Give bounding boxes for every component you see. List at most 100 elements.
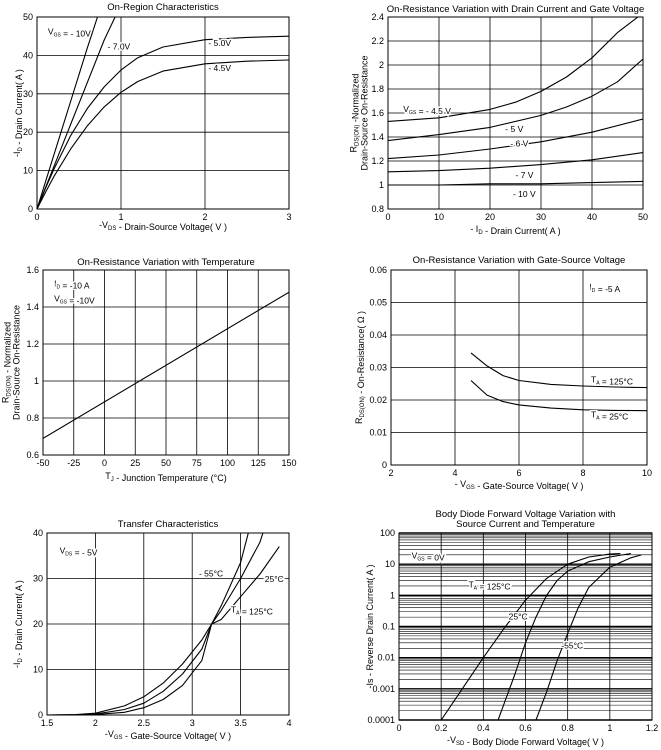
y-tick-label: 20 <box>23 127 33 137</box>
x-tick-label: 3 <box>286 212 291 222</box>
plot-frame <box>398 532 653 721</box>
y-axis-label: RDS(ON) - Normalized <box>1 322 13 403</box>
x-axis-label: -VSD - Body Diode Forward Voltage( V ) <box>447 735 604 747</box>
annotation-label: TA = 125°C <box>469 579 511 591</box>
x-tick-label: 1 <box>607 723 612 733</box>
chart-title: On-Resistance Variation with Temperature <box>77 257 255 268</box>
x-tick-label: 25 <box>130 458 140 468</box>
plot-frame <box>46 532 290 716</box>
y-tick-label: 0.05 <box>369 298 387 308</box>
y-tick-label: 1 <box>379 180 384 190</box>
annotation-label: - 6 V <box>510 139 528 149</box>
x-tick-label: 1 <box>118 212 123 222</box>
x-tick-label: 75 <box>192 458 202 468</box>
x-tick-label: 1.5 <box>41 718 54 728</box>
x-tick-label: 0 <box>385 212 390 222</box>
y-axis-label: -ID - Drain Current( A ) <box>12 69 24 157</box>
y-tick-label: 0.1 <box>382 622 395 632</box>
plot-frame <box>36 16 290 210</box>
x-tick-label: 0.2 <box>435 723 448 733</box>
y-tick-label: 2.4 <box>371 12 384 22</box>
y-tick-label: 40 <box>33 528 43 538</box>
y-tick-label: 0.001 <box>372 684 395 694</box>
y-tick-label: 10 <box>33 665 43 675</box>
y-tick-label: 1.2 <box>26 339 39 349</box>
y-tick-label: 0.8 <box>26 413 39 423</box>
y-tick-label: 0.8 <box>371 204 384 214</box>
y-tick-label: 1.6 <box>26 265 39 275</box>
series-line <box>388 152 643 173</box>
annotation-label: TA = 125°C <box>591 374 633 386</box>
y-tick-label: 2 <box>379 60 384 70</box>
y-tick-label: 0.04 <box>369 330 387 340</box>
series-line <box>37 59 289 209</box>
annotation-label: VGS = - 4.5 V <box>403 104 451 116</box>
y-axis-label: RDS(ON) - On-Resistance( Ω ) <box>354 311 366 424</box>
y-axis-label: -ID - Drain Current( A ) <box>12 580 24 668</box>
y-tick-label: 0.06 <box>369 265 387 275</box>
chart-title: Body Diode Forward Voltage Variation wit… <box>436 509 616 520</box>
plot-frame <box>390 269 648 466</box>
x-tick-label: 3 <box>190 718 195 728</box>
y-tick-label: 0 <box>38 710 43 720</box>
y-tick-label: 1.2 <box>371 156 384 166</box>
y-tick-label: 30 <box>33 574 43 584</box>
x-tick-label: 50 <box>161 458 171 468</box>
x-axis-label: - ID - Drain Current( A ) <box>470 224 560 236</box>
chart-title: On-Resistance Variation with Gate-Source… <box>413 255 626 266</box>
annotation-label: -55°C <box>561 640 583 650</box>
annotation-label: - 55°C <box>199 569 223 579</box>
y-tick-label: 1.4 <box>26 302 39 312</box>
annotation-label: 25°C <box>265 574 284 584</box>
chart-rds-vs-drain-current: 0 10 20 30 40 50 0.8 1 1.2 1.4 1.6 1.8 2 2.2 2.4 VGS = … <box>349 4 649 236</box>
annotation-label: 25°C <box>509 611 528 621</box>
x-axis-label: -VGS - Gate-Source Voltage( V ) <box>105 729 231 741</box>
x-tick-label: -50 <box>36 458 49 468</box>
x-tick-label: -25 <box>67 458 80 468</box>
x-tick-label: 0.8 <box>561 723 574 733</box>
x-tick-label: 40 <box>587 212 597 222</box>
y-tick-label: 1.8 <box>371 84 384 94</box>
series-line <box>47 533 249 715</box>
series-line <box>37 35 289 209</box>
y-axis-label: RDS(ON) -Normalized <box>349 74 361 153</box>
y-tick-label: 50 <box>23 12 33 22</box>
annotation-label: - 10 V <box>513 189 536 199</box>
annotation-label: VGS = 0V <box>412 551 445 563</box>
x-tick-label: 100 <box>220 458 235 468</box>
x-tick-label: 4 <box>286 718 291 728</box>
chart-rds-vs-gate-voltage: 2 4 6 8 10 0 0.01 0.02 0.03 0.04 0.05 0.06 ID = -5 A… <box>354 255 652 491</box>
x-tick-label: 2 <box>202 212 207 222</box>
series-line <box>440 552 621 720</box>
x-tick-label: 0.6 <box>519 723 532 733</box>
x-axis-label: TJ - Junction Temperature (°C) <box>105 471 226 483</box>
plot-frame <box>387 16 644 210</box>
y-tick-label: 1 <box>390 590 395 600</box>
x-tick-label: 2 <box>93 718 98 728</box>
y-tick-label: 20 <box>33 619 43 629</box>
x-axis-label: - VGS - Gate-Source Voltage( V ) <box>455 479 584 491</box>
x-tick-label: 30 <box>536 212 546 222</box>
x-tick-label: 4 <box>452 468 457 478</box>
y-tick-label: 0.6 <box>26 450 39 460</box>
x-tick-label: 3.5 <box>234 718 247 728</box>
y-tick-label: 0 <box>382 460 387 470</box>
y-tick-label: 1.6 <box>371 108 384 118</box>
x-tick-label: 10 <box>642 468 652 478</box>
x-tick-label: 2.5 <box>138 718 151 728</box>
x-tick-label: 2 <box>388 468 393 478</box>
y-tick-label: 1.4 <box>371 132 384 142</box>
series-line <box>47 546 280 715</box>
series-line <box>388 180 643 186</box>
series-line <box>535 554 642 720</box>
annotation-label: VDS = - 5V <box>60 545 98 557</box>
y-tick-label: 1 <box>34 376 39 386</box>
x-tick-label: 8 <box>580 468 585 478</box>
series-line <box>497 552 631 720</box>
y-tick-label: 30 <box>23 89 33 99</box>
x-tick-label: 125 <box>251 458 266 468</box>
x-tick-label: 0 <box>396 723 401 733</box>
annotation-label: VGS = -10V <box>54 293 95 305</box>
y-tick-label: 10 <box>23 166 33 176</box>
